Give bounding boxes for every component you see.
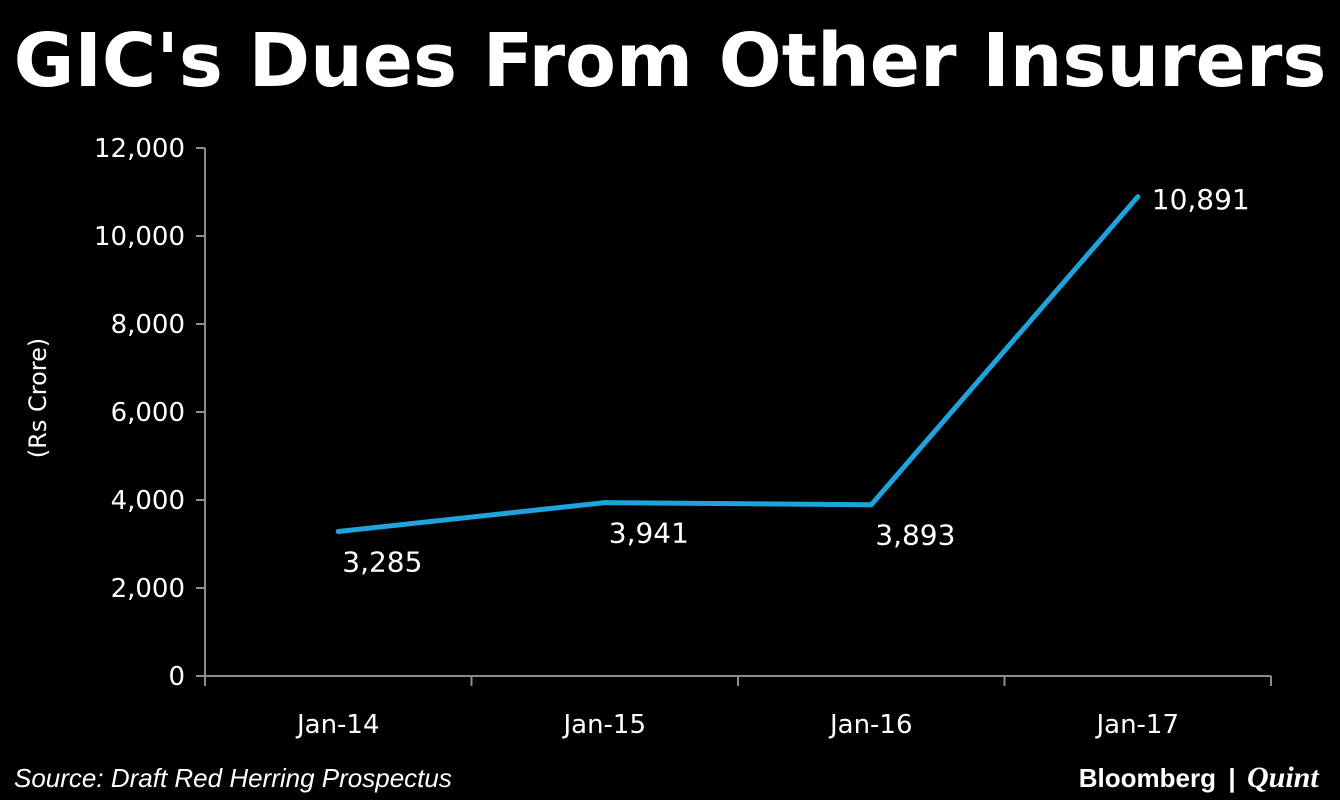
- brand-primary: Bloomberg: [1079, 763, 1216, 793]
- data-labels: 3,285 3,941 3,893 10,891: [342, 183, 1249, 579]
- y-tick-label: 12,000: [94, 134, 185, 164]
- x-tick-label: Jan-15: [561, 710, 646, 740]
- data-label: 3,285: [342, 545, 422, 578]
- x-tick-label: Jan-14: [295, 710, 380, 740]
- y-tick-label: 10,000: [94, 222, 185, 252]
- data-label: 3,941: [609, 517, 689, 550]
- y-tick-label: 4,000: [111, 486, 185, 516]
- axes: 0 2,000 4,000 6,000 8,000 10,000 12,000 Jan-14 J…: [94, 134, 1272, 740]
- y-tick-label: 0: [168, 662, 185, 692]
- data-point: [602, 500, 608, 506]
- brand-logo: Bloomberg | Quint: [1079, 761, 1321, 794]
- chart-title: GIC's Dues From Other Insurers: [14, 18, 1327, 104]
- data-label: 3,893: [875, 519, 955, 552]
- data-label: 10,891: [1152, 183, 1250, 216]
- x-tick-label: Jan-16: [828, 710, 913, 740]
- source-note: Source: Draft Red Herring Prospectus: [14, 763, 452, 793]
- data-point: [868, 502, 874, 508]
- y-tick-label: 8,000: [111, 310, 185, 340]
- brand-secondary: Quint: [1247, 761, 1320, 794]
- y-tick-label: 6,000: [111, 398, 185, 428]
- y-tick-label: 2,000: [111, 574, 185, 604]
- y-axis-label: (Rs Crore): [24, 338, 52, 458]
- brand-separator: |: [1228, 763, 1235, 793]
- series-line: [335, 194, 1141, 534]
- data-point: [1135, 194, 1141, 200]
- x-tick-label: Jan-17: [1094, 710, 1179, 740]
- data-point: [335, 528, 341, 534]
- series-layer: [335, 194, 1141, 534]
